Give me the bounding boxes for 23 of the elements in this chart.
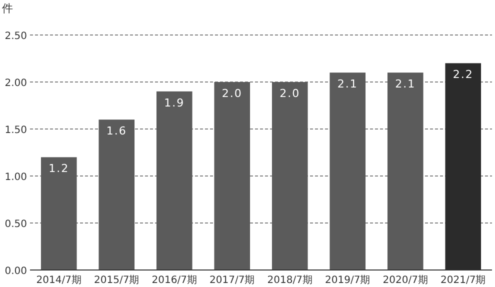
x-tick-label: 2014/7期 bbox=[36, 274, 82, 286]
y-tick-label: 1.50 bbox=[4, 125, 27, 136]
data-label: 1.6 bbox=[106, 124, 127, 138]
data-label: 2.0 bbox=[222, 87, 242, 100]
x-tick-label: 2018/7期 bbox=[267, 274, 312, 286]
y-tick-label: 0.00 bbox=[4, 266, 27, 277]
x-tick-label: 2021/7期 bbox=[440, 274, 486, 286]
data-label: 1.9 bbox=[164, 96, 185, 110]
data-label: 1.2 bbox=[48, 162, 70, 176]
y-tick-label: 2.50 bbox=[4, 31, 27, 42]
x-tick-label: 2015/7期 bbox=[94, 274, 140, 286]
data-label: 2.1 bbox=[395, 78, 416, 91]
x-tick-label: 2020/7期 bbox=[382, 274, 428, 286]
x-tick-label: 2017/7期 bbox=[210, 274, 255, 286]
y-tick-label: 0.50 bbox=[4, 219, 27, 230]
x-tick-label: 2016/7期 bbox=[152, 274, 197, 286]
y-tick-label: 2.00 bbox=[4, 78, 27, 89]
y-axis-title: 件 bbox=[2, 2, 13, 15]
data-label: 2.2 bbox=[452, 68, 474, 82]
data-label: 2.1 bbox=[337, 78, 358, 91]
data-label: 2.0 bbox=[280, 87, 300, 100]
y-tick-label: 1.00 bbox=[4, 172, 27, 183]
x-tick-label: 2019/7期 bbox=[325, 274, 370, 286]
